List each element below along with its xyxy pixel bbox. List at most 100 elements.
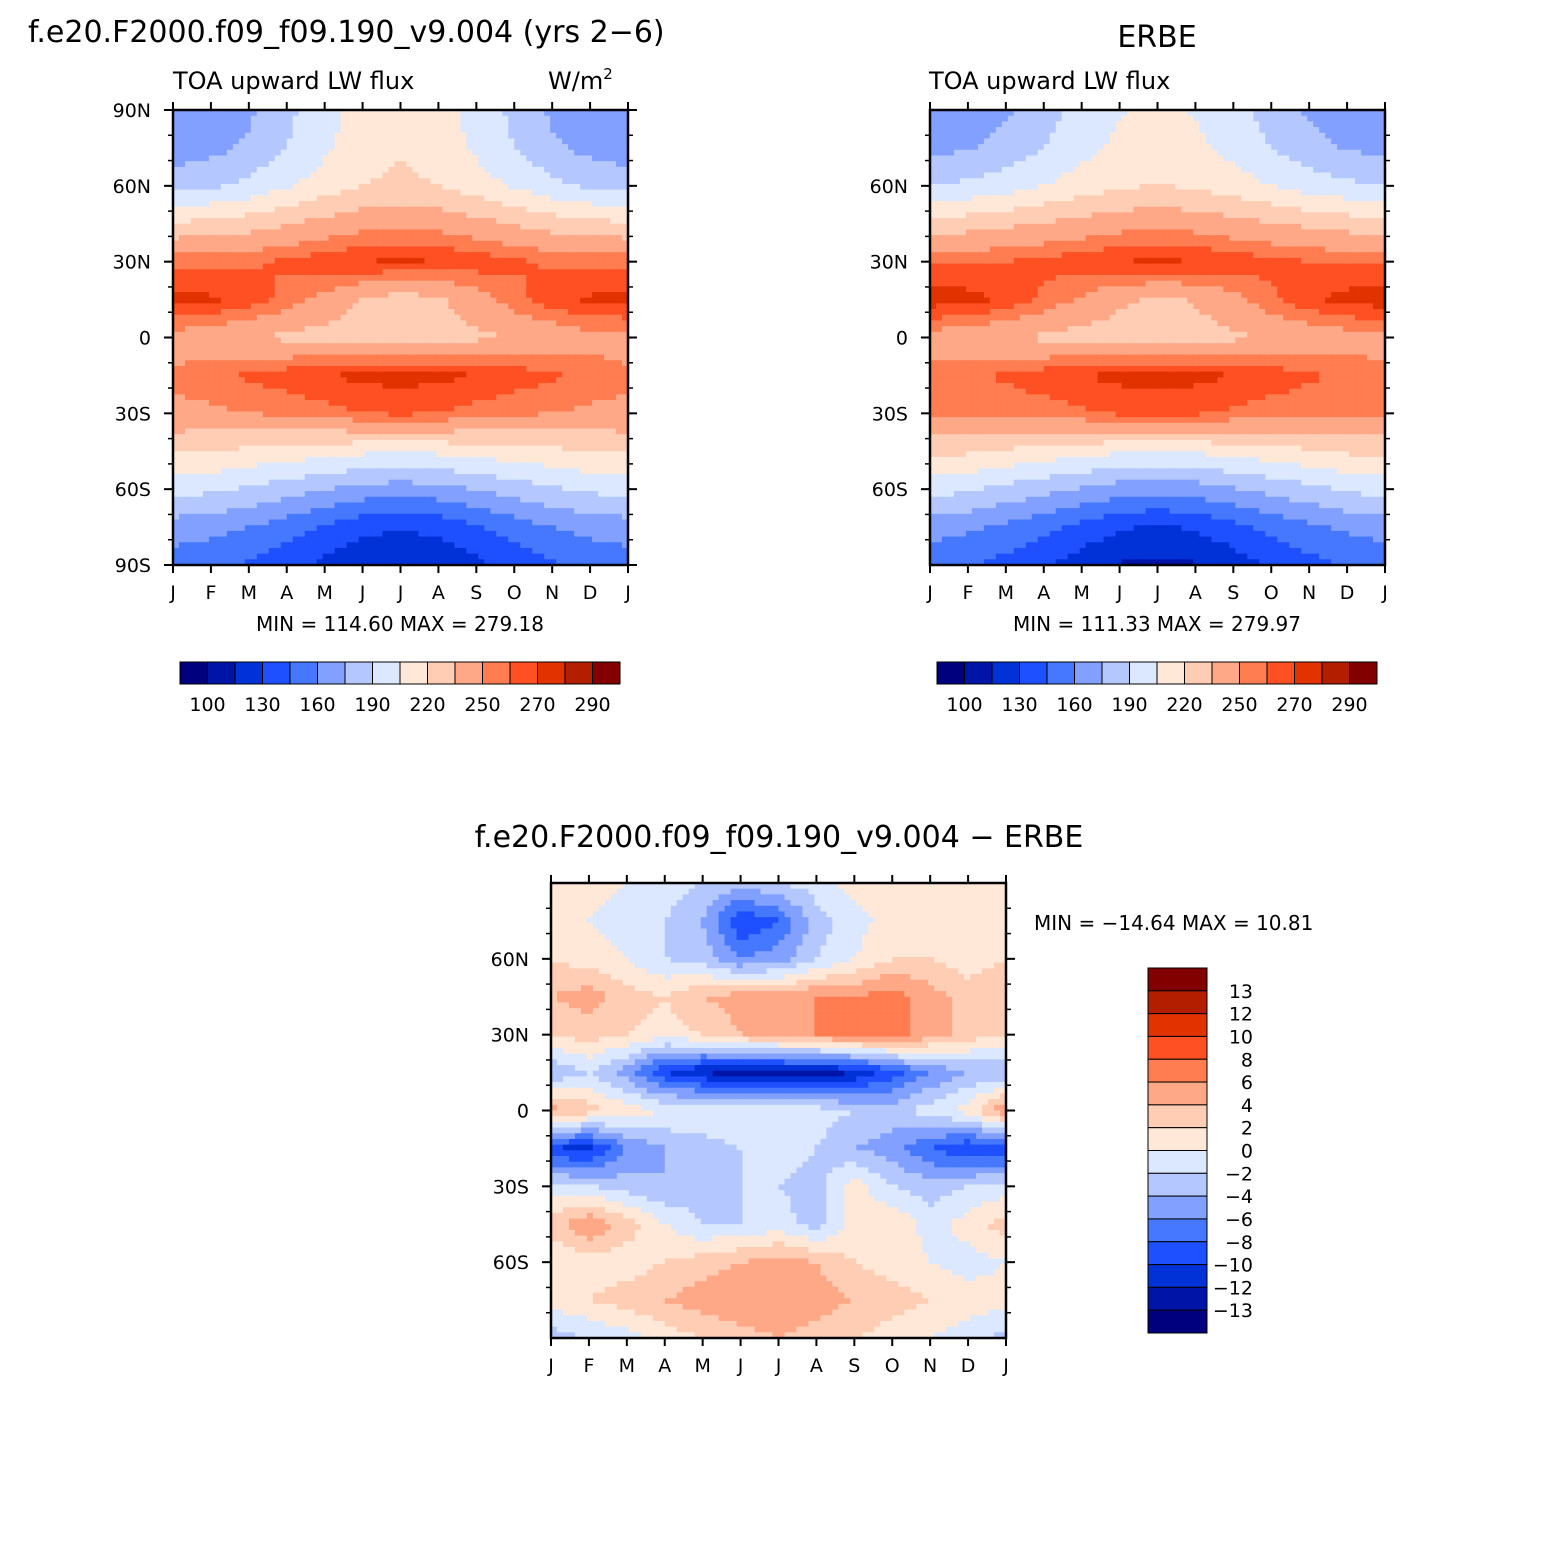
model-heatmap-cell [478, 303, 485, 310]
model-heatmap-cell [466, 178, 473, 185]
model-heatmap-cell [568, 326, 575, 333]
model-heatmap-cell [406, 445, 414, 452]
model-heatmap-cell [274, 292, 282, 299]
model-heatmap-cell [214, 183, 222, 191]
model-heatmap-cell [334, 115, 342, 122]
model-heatmap-cell [616, 257, 623, 265]
model-heatmap-cell [490, 314, 497, 322]
model-heatmap-cell [250, 274, 258, 282]
model-heatmap-cell [364, 468, 372, 475]
model-heatmap-cell [430, 212, 438, 219]
model-heatmap-cell [520, 110, 527, 117]
model-heatmap-cell [382, 172, 390, 179]
model-heatmap-cell [316, 121, 324, 128]
model-heatmap-cell [484, 132, 491, 140]
model-heatmap-cell [376, 138, 384, 145]
model-heatmap-cell [436, 155, 444, 162]
model-heatmap-cell [370, 314, 378, 322]
model-heatmap-cell [598, 286, 605, 293]
model-heatmap-cell [598, 400, 605, 407]
model-heatmap-cell [454, 166, 461, 174]
model-heatmap-cell [304, 354, 312, 361]
model-heatmap-cell [178, 172, 186, 179]
model-heatmap-cell [568, 411, 575, 418]
model-heatmap-cell [184, 229, 192, 236]
model-heatmap-cell [173, 479, 180, 486]
model-heatmap-cell [340, 309, 348, 316]
model-heatmap-cell [364, 405, 372, 413]
model-heatmap-cell [580, 132, 587, 140]
model-heatmap-cell [310, 223, 318, 231]
model-heatmap-cell [556, 451, 563, 458]
model-heatmap-cell [238, 428, 246, 435]
model-heatmap-cell [346, 314, 354, 322]
model-heatmap-cell [472, 166, 479, 174]
model-heatmap-cell [400, 257, 408, 265]
model-heatmap-cell [484, 343, 491, 350]
model-heatmap-cell [178, 400, 186, 407]
model-heatmap-cell [580, 314, 587, 322]
model-heatmap-cell [574, 365, 581, 373]
model-heatmap-cell [514, 292, 521, 299]
model-heatmap-cell [460, 326, 467, 333]
model-heatmap-cell [514, 127, 521, 134]
model-heatmap-cell [406, 178, 414, 185]
model-heatmap-cell [514, 474, 521, 481]
model-heatmap-cell [322, 138, 330, 145]
model-heatmap-cell [220, 257, 228, 265]
model-heatmap-cell [598, 195, 605, 202]
model-heatmap-cell [280, 138, 288, 145]
model-heatmap-cell [196, 474, 204, 481]
model-heatmap-cell [292, 303, 300, 310]
model-heatmap-cell [244, 115, 252, 122]
model-heatmap-cell [484, 195, 491, 202]
model-heatmap-cell [562, 115, 569, 122]
model-heatmap-cell [532, 383, 539, 390]
model-heatmap-cell [520, 223, 527, 231]
model-heatmap-cell [370, 155, 378, 162]
model-heatmap-cell [304, 246, 312, 253]
model-heatmap-cell [490, 127, 497, 134]
model-heatmap-cell [358, 149, 366, 157]
model-heatmap-cell [568, 303, 575, 310]
model-heatmap-cell [388, 326, 396, 333]
model-heatmap-cell [502, 337, 509, 344]
model-heatmap-cell [562, 371, 569, 378]
model-heatmap-cell [598, 235, 605, 242]
model-heatmap-cell [364, 411, 372, 418]
model-heatmap-cell [184, 212, 192, 219]
model-heatmap-cell [472, 149, 479, 157]
model-heatmap-cell [268, 183, 276, 191]
model-heatmap-cell [238, 229, 246, 236]
model-heatmap-cell [616, 172, 623, 179]
model-heatmap-cell [544, 206, 551, 213]
model-heatmap-cell [544, 189, 551, 196]
model-heatmap-cell [298, 348, 306, 356]
model-heatmap-cell [418, 337, 426, 344]
model-heatmap-cell [568, 178, 575, 185]
model-heatmap-cell [448, 206, 455, 213]
model-heatmap-cell [226, 240, 234, 248]
model-heatmap-cell [622, 462, 629, 469]
model-heatmap-cell [604, 235, 611, 242]
model-heatmap-cell [418, 309, 426, 316]
model-heatmap-cell [514, 445, 521, 452]
model-heatmap-cell [244, 121, 252, 128]
model-heatmap-cell [508, 201, 515, 208]
model-heatmap-cell [610, 434, 617, 441]
model-heatmap-cell [508, 388, 515, 395]
model-heatmap-cell [520, 320, 527, 327]
model-heatmap-cell [526, 269, 533, 276]
model-heatmap-cell [214, 434, 222, 441]
model-heatmap-cell [220, 206, 228, 213]
model-heatmap-cell [502, 138, 509, 145]
model-heatmap-cell [544, 377, 551, 384]
model-heatmap-cell [352, 195, 360, 202]
model-heatmap-cell [388, 149, 396, 157]
model-heatmap-cell [328, 331, 336, 339]
model-heatmap-cell [394, 462, 402, 469]
model-heatmap-cell [604, 252, 611, 259]
model-heatmap-cell [346, 121, 354, 128]
model-heatmap-cell [586, 400, 593, 407]
